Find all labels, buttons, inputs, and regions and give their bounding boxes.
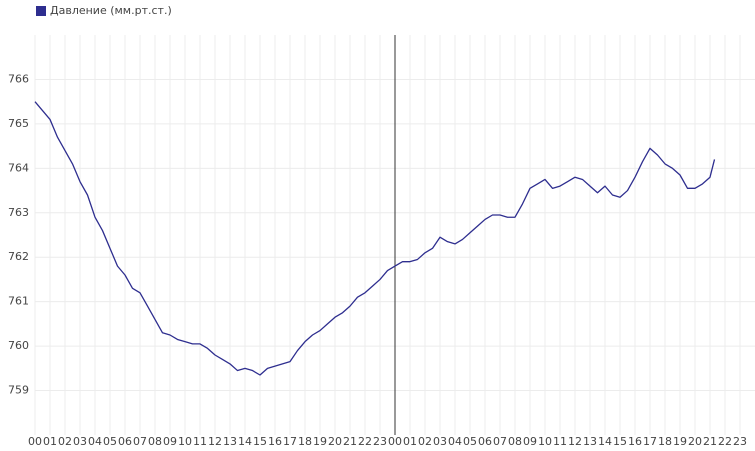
x-tick-label: 22 xyxy=(358,435,372,448)
x-tick-label: 02 xyxy=(58,435,72,448)
x-tick-label: 11 xyxy=(193,435,207,448)
y-tick-label: 763 xyxy=(8,206,29,219)
x-tick-label: 16 xyxy=(268,435,282,448)
x-tick-label: 18 xyxy=(298,435,312,448)
x-tick-label: 16 xyxy=(628,435,642,448)
x-tick-label: 10 xyxy=(178,435,192,448)
x-tick-label: 03 xyxy=(433,435,447,448)
x-tick-label: 12 xyxy=(208,435,222,448)
x-tick-label: 00 xyxy=(28,435,42,448)
x-tick-label: 02 xyxy=(418,435,432,448)
x-tick-label: 18 xyxy=(658,435,672,448)
y-tick-label: 760 xyxy=(8,339,29,352)
y-tick-label: 759 xyxy=(8,384,29,397)
x-tick-label: 19 xyxy=(673,435,687,448)
legend-swatch xyxy=(36,6,46,16)
x-tick-label: 19 xyxy=(313,435,327,448)
x-tick-label: 22 xyxy=(718,435,732,448)
x-tick-label: 15 xyxy=(253,435,267,448)
x-tick-label: 09 xyxy=(523,435,537,448)
x-tick-label: 14 xyxy=(598,435,612,448)
x-tick-label: 08 xyxy=(148,435,162,448)
x-tick-label: 01 xyxy=(43,435,57,448)
x-tick-label: 04 xyxy=(88,435,102,448)
y-tick-label: 764 xyxy=(8,161,29,174)
x-tick-label: 10 xyxy=(538,435,552,448)
x-tick-label: 14 xyxy=(238,435,252,448)
x-tick-label: 06 xyxy=(118,435,132,448)
y-tick-label: 765 xyxy=(8,117,29,130)
x-tick-label: 12 xyxy=(568,435,582,448)
grid xyxy=(34,35,755,435)
x-tick-label: 20 xyxy=(328,435,342,448)
y-tick-label: 761 xyxy=(8,295,29,308)
x-tick-label: 06 xyxy=(478,435,492,448)
x-tick-label: 08 xyxy=(508,435,522,448)
line-series xyxy=(34,101,716,376)
x-tick-label: 21 xyxy=(343,435,357,448)
legend-label: Давление (мм.рт.ст.) xyxy=(50,4,172,17)
x-tick-label: 17 xyxy=(283,435,297,448)
y-tick-label: 766 xyxy=(8,72,29,85)
x-tick-label: 00 xyxy=(388,435,402,448)
x-tick-label: 23 xyxy=(733,435,747,448)
x-tick-label: 15 xyxy=(613,435,627,448)
x-tick-label: 05 xyxy=(463,435,477,448)
x-tick-label: 07 xyxy=(493,435,507,448)
x-tick-label: 17 xyxy=(643,435,657,448)
x-tick-label: 09 xyxy=(163,435,177,448)
y-tick-label: 762 xyxy=(8,250,29,263)
x-tick-label: 07 xyxy=(133,435,147,448)
x-tick-label: 20 xyxy=(688,435,702,448)
x-tick-label: 11 xyxy=(553,435,567,448)
x-tick-label: 13 xyxy=(583,435,597,448)
x-tick-label: 03 xyxy=(73,435,87,448)
x-tick-label: 13 xyxy=(223,435,237,448)
x-tick-label: 01 xyxy=(403,435,417,448)
x-tick-label: 05 xyxy=(103,435,117,448)
x-tick-label: 04 xyxy=(448,435,462,448)
x-tick-label: 21 xyxy=(703,435,717,448)
x-tick-label: 23 xyxy=(373,435,387,448)
